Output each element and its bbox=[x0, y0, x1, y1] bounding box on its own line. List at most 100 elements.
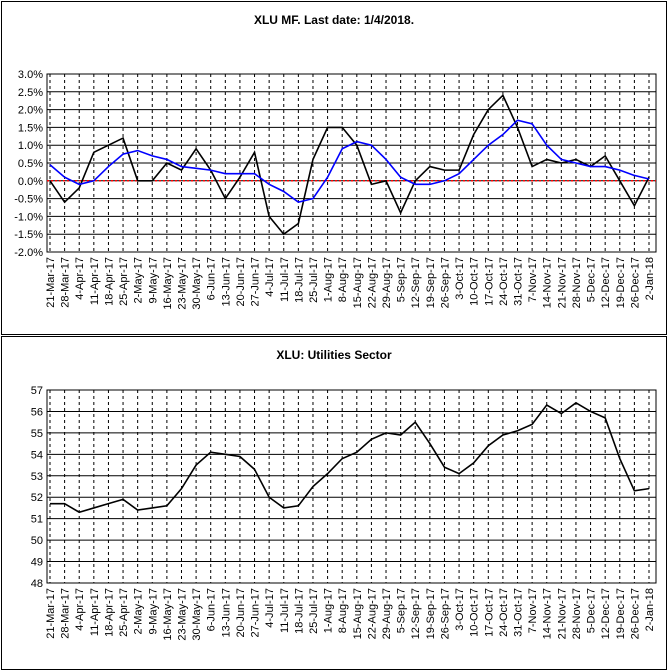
y-tick-label: 56 bbox=[31, 406, 43, 418]
x-tick-label: 16-May-17 bbox=[162, 588, 174, 641]
data-line bbox=[49, 93, 650, 236]
x-tick-label: 5-Sep-17 bbox=[396, 588, 408, 633]
x-tick-label: 17-Oct-17 bbox=[483, 257, 495, 306]
x-tick-label: 26-Sep-17 bbox=[439, 257, 451, 308]
x-tick-label: 21-Nov-17 bbox=[556, 257, 568, 308]
x-tick-label: 26-Dec-17 bbox=[629, 257, 641, 308]
chart-title: XLU: Utilities Sector bbox=[276, 348, 392, 362]
x-tick-label: 11-Apr-17 bbox=[89, 257, 101, 305]
y-tick-label: 51 bbox=[31, 514, 43, 526]
x-tick-label: 5-Dec-17 bbox=[586, 257, 598, 302]
x-tick-label: 28-Mar-17 bbox=[60, 588, 72, 639]
y-tick-label: 52 bbox=[31, 492, 43, 504]
x-tick-label: 13-Jun-17 bbox=[220, 257, 232, 307]
x-tick-label: 1-Aug-17 bbox=[323, 257, 335, 302]
x-tick-label: 19-Dec-17 bbox=[615, 257, 627, 308]
x-tick-label: 19-Sep-17 bbox=[425, 588, 437, 639]
y-tick-label: 55 bbox=[31, 428, 43, 440]
x-tick-label: 28-Nov-17 bbox=[571, 257, 583, 308]
x-tick-label: 22-Aug-17 bbox=[366, 588, 378, 639]
x-tick-label: 22-Aug-17 bbox=[366, 257, 378, 308]
x-tick-label: 25-Jul-17 bbox=[308, 588, 320, 634]
x-tick-label: 8-Aug-17 bbox=[337, 257, 349, 302]
x-tick-label: 14-Nov-17 bbox=[542, 257, 554, 308]
x-tick-label: 9-May-17 bbox=[147, 257, 159, 303]
y-tick-label: 54 bbox=[31, 449, 43, 461]
x-tick-label: 13-Jun-17 bbox=[220, 588, 232, 638]
x-tick-label: 19-Dec-17 bbox=[615, 588, 627, 639]
x-tick-label: 20-Jun-17 bbox=[235, 588, 247, 638]
data-line bbox=[49, 119, 650, 204]
x-tick-label: 3-Oct-17 bbox=[454, 588, 466, 631]
x-tick-label: 4-Apr-17 bbox=[74, 257, 86, 300]
y-tick-label: 49 bbox=[31, 557, 43, 569]
x-tick-label: 26-Dec-17 bbox=[629, 588, 641, 639]
y-tick-label: 48 bbox=[31, 578, 43, 590]
x-tick-label: 11-Jul-17 bbox=[279, 588, 291, 633]
x-tick-label: 25-Jul-17 bbox=[308, 257, 320, 303]
y-tick-label: 2.5% bbox=[18, 87, 43, 99]
y-tick-label: 50 bbox=[31, 535, 43, 547]
x-tick-label: 5-Dec-17 bbox=[586, 588, 598, 633]
y-tick-label: 1.0% bbox=[18, 140, 43, 152]
x-tick-label: 31-Oct-17 bbox=[513, 588, 525, 637]
x-tick-label: 7-Nov-17 bbox=[527, 257, 539, 302]
y-tick-label: 2.0% bbox=[18, 105, 43, 117]
x-tick-label: 17-Oct-17 bbox=[483, 588, 495, 637]
x-tick-label: 7-Nov-17 bbox=[527, 588, 539, 633]
plot-area bbox=[46, 389, 657, 584]
y-tick-label: 57 bbox=[31, 385, 43, 397]
x-tick-label: 15-Aug-17 bbox=[352, 257, 364, 308]
x-tick-label: 20-Jun-17 bbox=[235, 257, 247, 307]
x-tick-label: 3-Oct-17 bbox=[454, 257, 466, 300]
x-tick-label: 18-Apr-17 bbox=[103, 257, 115, 306]
x-tick-label: 10-Oct-17 bbox=[469, 588, 481, 637]
x-tick-label: 27-Jun-17 bbox=[250, 257, 262, 307]
y-tick-label: 0.5% bbox=[18, 158, 43, 170]
y-tick-label: 53 bbox=[31, 471, 43, 483]
x-tick-label: 5-Sep-17 bbox=[396, 257, 408, 302]
y-tick-label: -1.0% bbox=[14, 211, 43, 223]
x-tick-label: 12-Dec-17 bbox=[600, 588, 612, 639]
x-tick-label: 14-Nov-17 bbox=[542, 588, 554, 639]
x-tick-label: 21-Mar-17 bbox=[45, 588, 57, 639]
x-tick-label: 6-Jun-17 bbox=[206, 588, 218, 631]
x-tick-label: 11-Jul-17 bbox=[279, 257, 291, 302]
x-tick-label: 1-Aug-17 bbox=[323, 588, 335, 633]
x-tick-label: 18-Jul-17 bbox=[293, 588, 305, 634]
x-tick-label: 31-Oct-17 bbox=[513, 257, 525, 306]
x-tick-label: 2-Jan-18 bbox=[644, 588, 656, 631]
x-tick-label: 12-Sep-17 bbox=[410, 588, 422, 639]
x-tick-label: 19-Sep-17 bbox=[425, 257, 437, 308]
y-tick-label: -2.0% bbox=[14, 247, 43, 259]
x-tick-label: 4-Jul-17 bbox=[264, 588, 276, 628]
y-tick-label: 1.5% bbox=[18, 122, 43, 134]
x-tick-label: 24-Oct-17 bbox=[498, 588, 510, 637]
x-tick-label: 30-May-17 bbox=[191, 257, 203, 310]
x-tick-label: 28-Mar-17 bbox=[60, 257, 72, 308]
x-tick-label: 21-Mar-17 bbox=[45, 257, 57, 308]
x-tick-label: 18-Jul-17 bbox=[293, 257, 305, 303]
x-tick-label: 15-Aug-17 bbox=[352, 588, 364, 639]
x-tick-label: 4-Apr-17 bbox=[74, 588, 86, 631]
y-tick-label: 0.0% bbox=[18, 176, 43, 188]
x-tick-label: 4-Jul-17 bbox=[264, 257, 276, 297]
x-tick-label: 23-May-17 bbox=[176, 257, 188, 310]
x-tick-label: 12-Sep-17 bbox=[410, 257, 422, 308]
y-tick-label: -0.5% bbox=[14, 194, 43, 206]
x-tick-label: 23-May-17 bbox=[176, 588, 188, 641]
x-tick-label: 11-Apr-17 bbox=[89, 588, 101, 636]
x-tick-label: 29-Aug-17 bbox=[381, 257, 393, 308]
x-tick-label: 27-Jun-17 bbox=[250, 588, 262, 638]
x-tick-label: 30-May-17 bbox=[191, 588, 203, 641]
x-tick-label: 18-Apr-17 bbox=[103, 588, 115, 637]
data-line bbox=[50, 401, 650, 514]
x-tick-label: 21-Nov-17 bbox=[556, 588, 568, 639]
x-tick-label: 10-Oct-17 bbox=[469, 257, 481, 306]
x-tick-label: 6-Jun-17 bbox=[206, 257, 218, 300]
y-tick-label: 3.0% bbox=[18, 69, 43, 81]
y-tick-label: -1.5% bbox=[14, 229, 43, 241]
x-tick-label: 26-Sep-17 bbox=[439, 588, 451, 639]
x-tick-label: 2-May-17 bbox=[133, 588, 145, 634]
